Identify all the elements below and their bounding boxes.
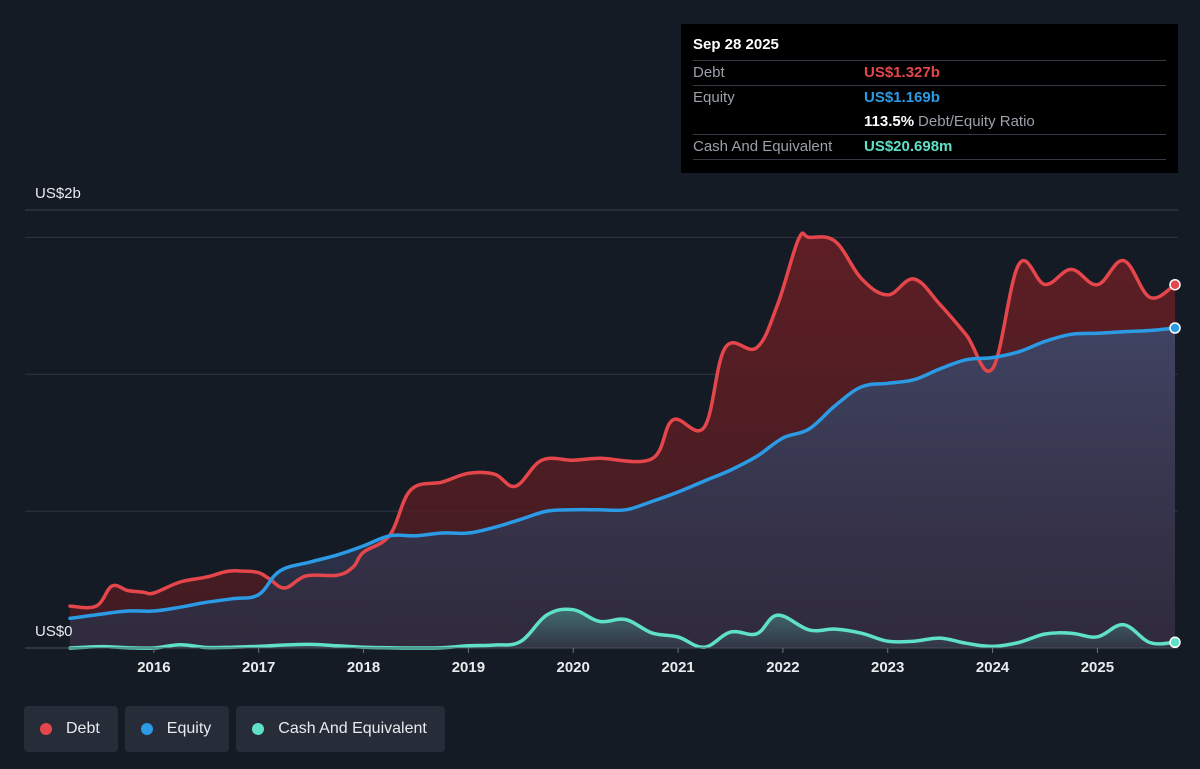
line-equity: [68, 326, 1177, 621]
x-tick-label-2: 2018: [347, 659, 380, 676]
axes: US$0 US$2b 2016 2017 2018 2019 2020 2021 2022 202…: [25, 185, 1178, 676]
series-lines: [68, 231, 1177, 650]
tooltip-panel: Sep 28 2025 Debt US$1.327b Equity US$1.1…: [681, 24, 1178, 173]
legend-item-debt[interactable]: Debt: [24, 706, 118, 752]
tooltip-equity-label: Equity: [693, 89, 735, 106]
end-marker-equity[interactable]: [1169, 322, 1181, 334]
line-debt: [68, 231, 1177, 610]
legend-item-cash[interactable]: Cash And Equivalent: [236, 706, 445, 752]
legend-dot-equity: [140, 723, 153, 735]
x-tick-label-4: 2020: [557, 659, 590, 676]
tooltip-row-equity: Equity US$1.169b: [693, 85, 1166, 110]
tooltip-date: Sep 28 2025: [693, 36, 779, 53]
end-marker-debt[interactable]: [1169, 278, 1181, 291]
x-tick-label-3: 2019: [452, 659, 485, 676]
end-marker-cash-and-equivalent[interactable]: [1169, 636, 1181, 649]
area-cash-and-equivalent: [70, 609, 1175, 649]
legend-label-equity: Equity: [166, 720, 212, 737]
tooltip-row-debt: Debt US$1.327b: [693, 60, 1166, 85]
x-tick-label-6: 2022: [766, 659, 799, 676]
legend-label-cash: Cash And Equivalent: [278, 720, 427, 737]
end-markers: [1169, 278, 1181, 649]
y-tick-label-1: US$2b: [35, 185, 81, 202]
tooltip-row-ratio: 113.5% Debt/Equity Ratio: [693, 110, 1166, 134]
x-tick-label-7: 2023: [871, 659, 904, 676]
legend-item-equity[interactable]: Equity: [124, 706, 230, 752]
legend-dot-cash: [252, 723, 265, 735]
area-equity: [70, 328, 1175, 648]
legend-label-debt: Debt: [66, 720, 100, 737]
tooltip-cash-label: Cash And Equivalent: [693, 138, 833, 155]
tooltip-ratio-value: 113.5%: [864, 113, 915, 130]
tooltip-ratio-label: Debt/Equity Ratio: [918, 113, 1035, 130]
x-tick-label-8: 2024: [976, 659, 1010, 676]
x-tick-label-0: 2016: [137, 659, 170, 676]
tooltip-row-cash: Cash And Equivalent US$20.698m: [693, 134, 1166, 159]
tooltip-debt-value: US$1.327b: [864, 64, 940, 81]
x-tick-label-1: 2017: [242, 659, 275, 676]
x-tick-label-9: 2025: [1081, 659, 1114, 676]
tooltip-cash-value: US$20.698m: [864, 138, 953, 155]
chart-legend: Debt Equity Cash And Equivalent: [24, 706, 445, 752]
series-areas: [70, 233, 1175, 649]
line-cash-and-equivalent: [68, 607, 1177, 650]
tooltip-debt-label: Debt: [693, 64, 725, 81]
tooltip-divider: [693, 159, 1166, 160]
y-tick-label-0: US$0: [35, 623, 73, 640]
tooltip-equity-value: US$1.169b: [864, 89, 940, 106]
legend-dot-debt: [40, 723, 52, 735]
x-tick-label-5: 2021: [661, 659, 694, 676]
